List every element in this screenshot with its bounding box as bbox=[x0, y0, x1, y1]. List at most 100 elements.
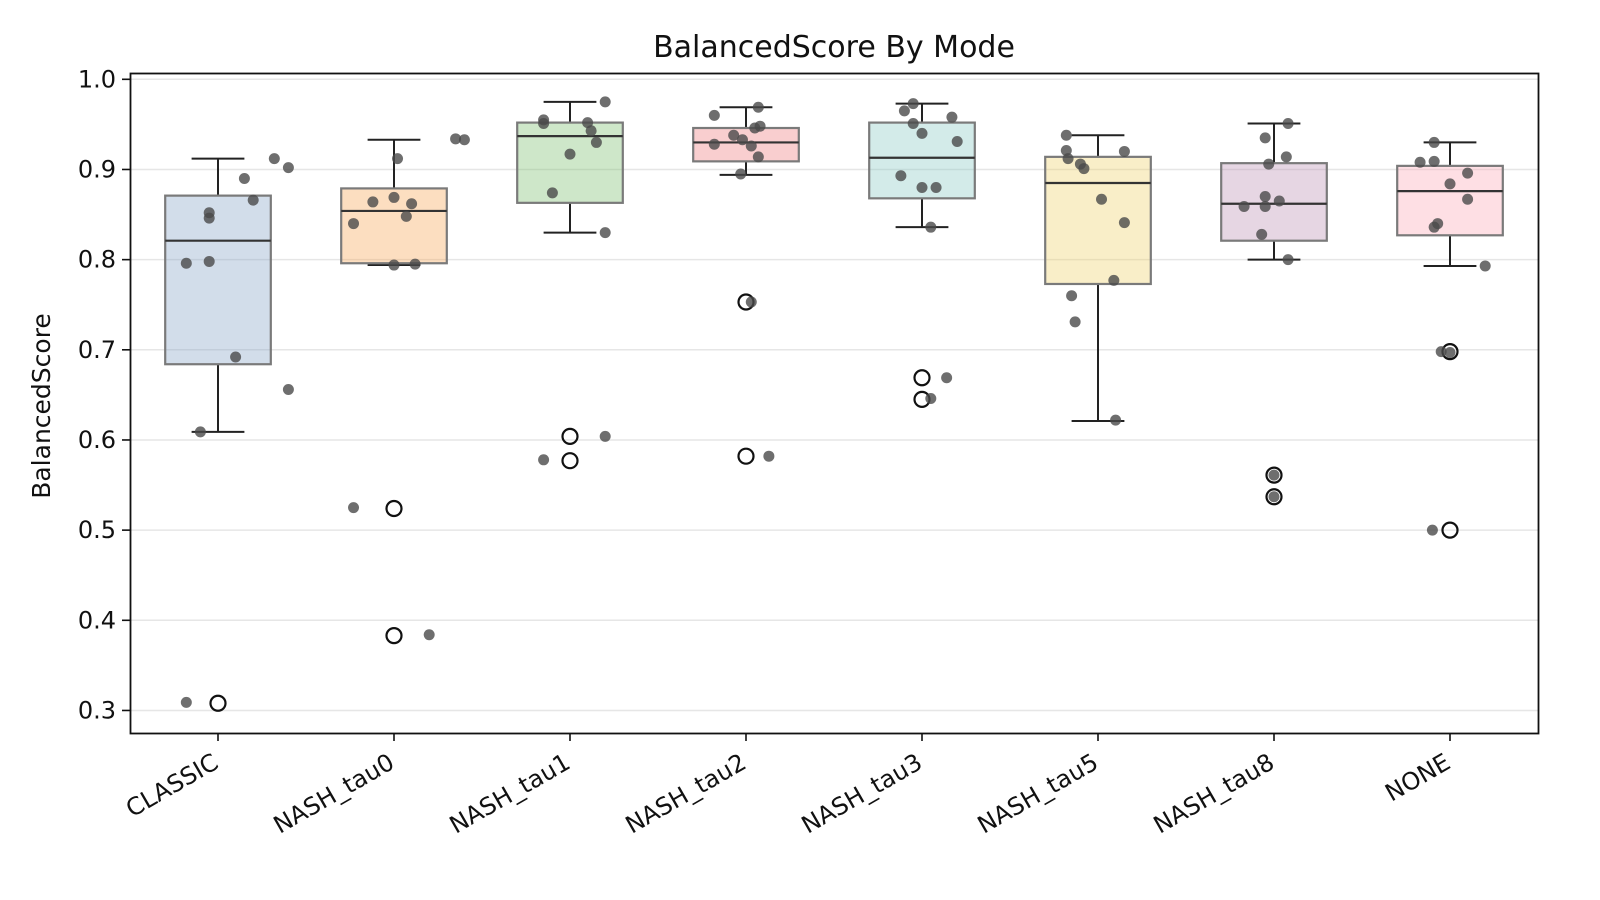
data-point bbox=[736, 134, 748, 146]
data-point bbox=[1118, 145, 1130, 157]
data-point bbox=[708, 109, 720, 121]
data-point bbox=[599, 227, 611, 239]
y-tick-label: 1.0 bbox=[78, 65, 116, 93]
data-point bbox=[409, 258, 421, 270]
data-point bbox=[590, 136, 602, 148]
y-tick-label: 0.8 bbox=[78, 246, 116, 274]
outlier-marker bbox=[385, 499, 403, 518]
x-tick-label: CLASSIC bbox=[121, 748, 223, 823]
outlier-marker bbox=[561, 427, 579, 445]
data-point bbox=[599, 96, 611, 108]
data-point bbox=[546, 187, 558, 199]
outlier-marker bbox=[209, 694, 227, 712]
data-point bbox=[1273, 195, 1285, 207]
data-point bbox=[1096, 193, 1108, 205]
data-point bbox=[392, 153, 404, 165]
outlier-marker bbox=[1265, 466, 1283, 484]
data-point bbox=[1479, 260, 1491, 272]
data-point bbox=[230, 351, 242, 363]
outlier-marker bbox=[1441, 521, 1459, 539]
data-point bbox=[1256, 228, 1268, 240]
data-point bbox=[1444, 178, 1456, 190]
data-point bbox=[388, 259, 400, 271]
data-point bbox=[907, 98, 919, 110]
data-point bbox=[907, 117, 919, 129]
data-point bbox=[282, 162, 294, 174]
y-tick-label: 0.7 bbox=[78, 336, 116, 364]
data-point bbox=[735, 168, 747, 180]
data-point bbox=[745, 296, 757, 308]
data-point bbox=[925, 221, 937, 233]
data-point bbox=[1428, 221, 1440, 233]
data-point bbox=[941, 372, 953, 384]
data-point bbox=[564, 148, 576, 160]
data-point bbox=[1280, 151, 1292, 163]
outlier-marker bbox=[561, 452, 579, 470]
data-point bbox=[180, 696, 192, 708]
data-point bbox=[951, 136, 963, 148]
y-tick-label: 0.3 bbox=[78, 696, 116, 724]
data-point bbox=[752, 151, 764, 163]
data-point bbox=[895, 170, 907, 182]
data-point bbox=[930, 182, 942, 194]
data-point bbox=[1428, 136, 1440, 148]
data-point bbox=[203, 212, 215, 224]
data-point bbox=[1444, 347, 1456, 359]
data-point bbox=[1259, 191, 1271, 203]
data-point bbox=[406, 198, 418, 210]
data-point bbox=[752, 101, 764, 113]
data-point bbox=[538, 454, 550, 466]
data-point bbox=[282, 383, 294, 395]
data-point bbox=[745, 140, 757, 152]
data-point bbox=[1263, 158, 1275, 170]
data-point bbox=[916, 182, 928, 194]
outlier-marker bbox=[1265, 488, 1283, 506]
data-point bbox=[925, 392, 937, 404]
y-tick-label: 0.6 bbox=[78, 426, 116, 454]
chart-title: BalancedScore By Mode bbox=[653, 30, 1015, 65]
x-axis-ticks: CLASSIC NASH_tau0 NASH_tau1 NASH_tau2 NASH_t… bbox=[121, 733, 1455, 839]
data-point bbox=[1118, 217, 1130, 229]
x-tick-label: NASH_tau3 bbox=[797, 748, 927, 839]
data-point bbox=[1259, 132, 1271, 144]
data-point bbox=[763, 450, 775, 462]
outlier-marker bbox=[737, 447, 755, 465]
data-point bbox=[1259, 200, 1271, 212]
data-point bbox=[450, 133, 462, 145]
data-point bbox=[1268, 469, 1280, 481]
data-point bbox=[916, 127, 928, 139]
y-axis-ticks: 0.3 0.4 0.5 0.6 0.7 0.8 0.9 1.0 bbox=[78, 65, 130, 724]
x-tick-label: NASH_tau8 bbox=[1149, 748, 1279, 839]
data-point bbox=[1069, 316, 1081, 328]
box-iqr bbox=[1044, 155, 1152, 286]
data-point bbox=[1462, 193, 1474, 205]
data-point bbox=[1462, 167, 1474, 179]
data-point bbox=[1062, 153, 1074, 165]
box-plots bbox=[164, 100, 1504, 712]
data-point bbox=[708, 138, 720, 150]
data-point bbox=[268, 153, 280, 165]
data-point bbox=[1435, 346, 1447, 358]
data-point bbox=[898, 105, 910, 117]
data-point bbox=[348, 502, 360, 514]
data-point bbox=[1268, 491, 1280, 503]
data-point bbox=[1428, 155, 1440, 167]
box-iqr bbox=[164, 194, 272, 366]
x-tick-label: NASH_tau2 bbox=[621, 748, 751, 839]
data-point bbox=[348, 218, 360, 230]
data-point bbox=[1238, 200, 1250, 212]
data-point bbox=[423, 629, 435, 641]
data-point bbox=[247, 194, 259, 206]
outlier-marker bbox=[913, 369, 931, 387]
y-tick-label: 0.9 bbox=[78, 155, 116, 183]
data-point bbox=[1078, 163, 1090, 175]
data-point bbox=[400, 210, 412, 222]
x-tick-label: NASH_tau0 bbox=[269, 748, 399, 839]
x-tick-label: NASH_tau1 bbox=[445, 748, 575, 839]
data-point bbox=[749, 122, 761, 134]
data-point bbox=[1060, 129, 1072, 141]
y-tick-label: 0.4 bbox=[78, 606, 116, 634]
plot-frame bbox=[129, 72, 1540, 735]
data-point bbox=[599, 430, 611, 442]
